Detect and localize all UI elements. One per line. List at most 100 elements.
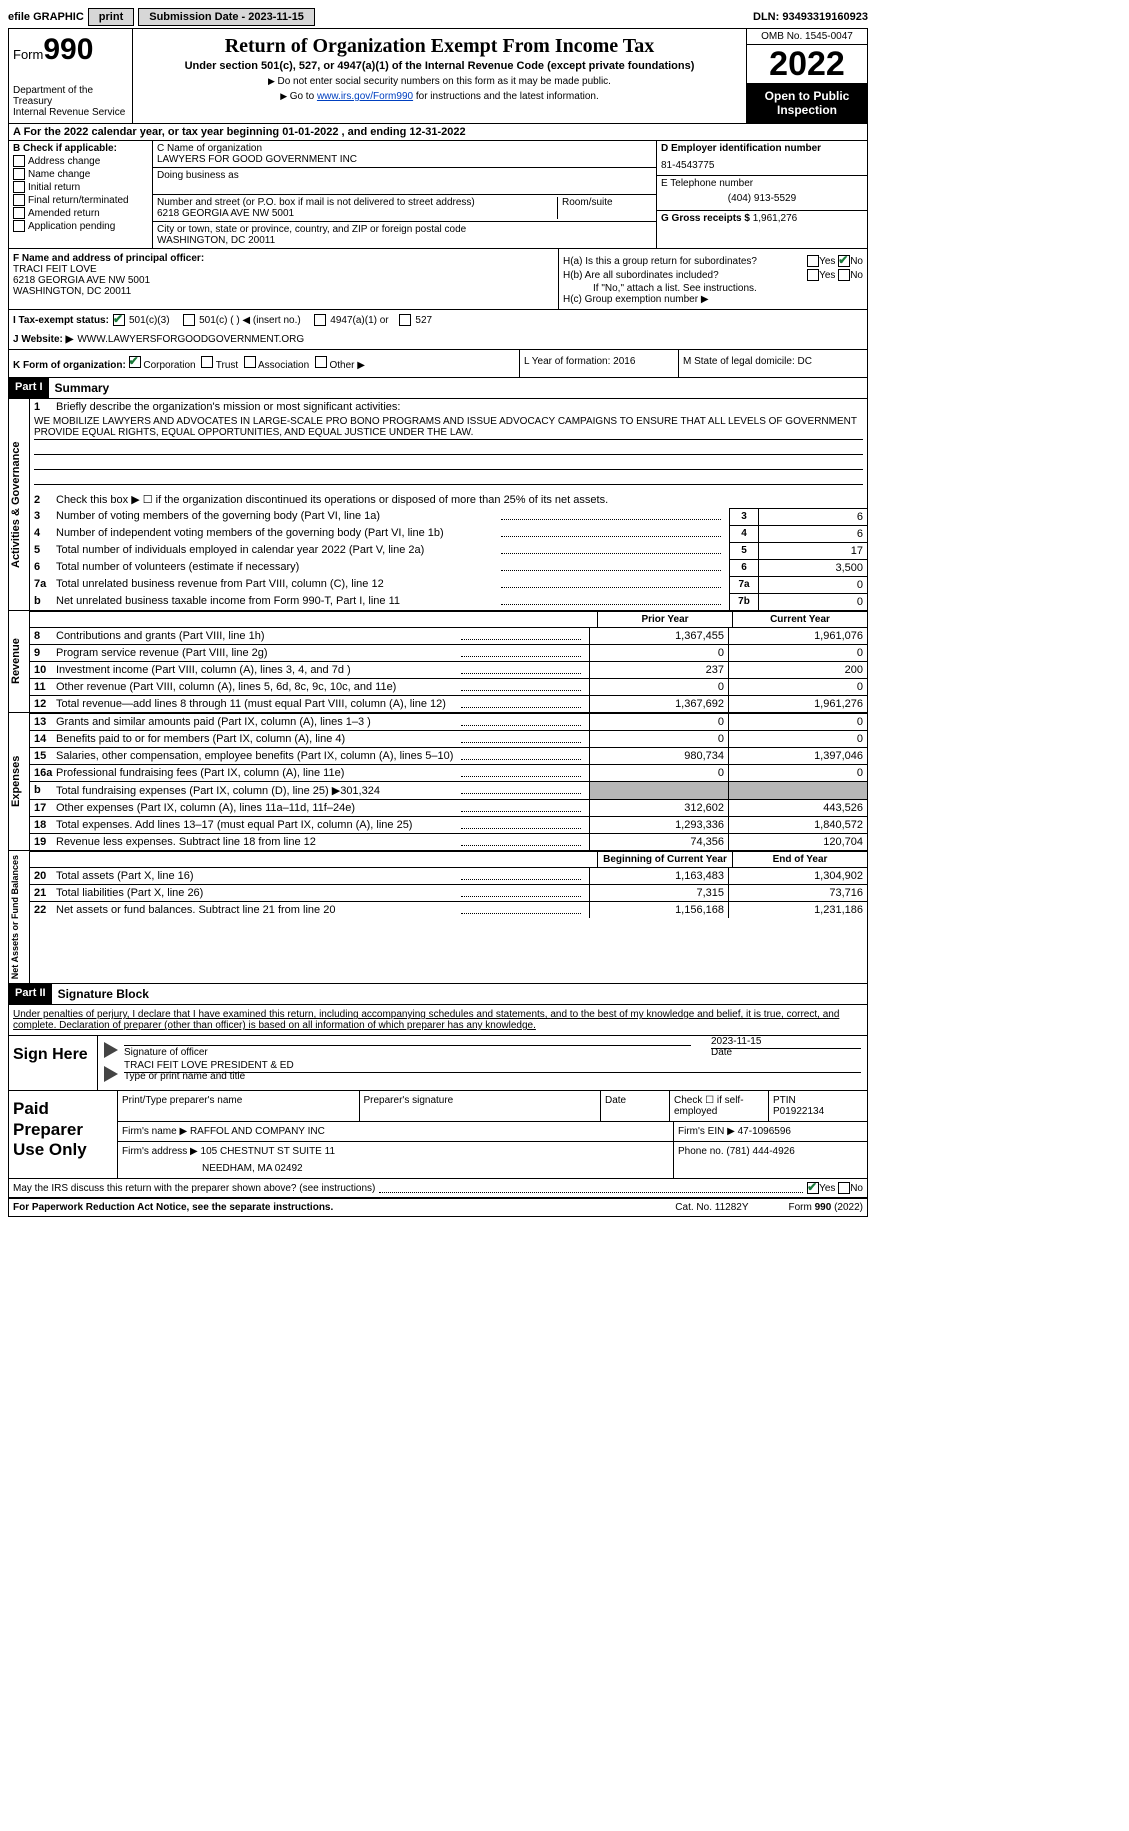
street-label: Number and street (or P.O. box if mail i… [157, 197, 553, 208]
line-21: 21Total liabilities (Part X, line 26) 7,… [30, 884, 867, 901]
ck-name[interactable] [13, 168, 25, 180]
line-9: 9Program service revenue (Part VIII, lin… [30, 644, 867, 661]
state-domicile: M State of legal domicile: DC [678, 350, 867, 377]
vlabel-netassets: Net Assets or Fund Balances [9, 851, 30, 983]
phone-label: E Telephone number [661, 178, 863, 189]
line-10: 10Investment income (Part VIII, column (… [30, 661, 867, 678]
ck-pending[interactable] [13, 220, 25, 232]
line-13: 13Grants and similar amounts paid (Part … [30, 713, 867, 730]
ck-other[interactable] [315, 356, 327, 368]
ha-label: H(a) Is this a group return for subordin… [563, 256, 807, 267]
submission-button[interactable]: Submission Date - 2023-11-15 [138, 8, 315, 26]
ck-initial[interactable] [13, 181, 25, 193]
line-b: b Net unrelated business taxable income … [30, 593, 867, 610]
activities-section: Activities & Governance 1Briefly describ… [8, 399, 868, 611]
gross-label: G Gross receipts $ [661, 213, 750, 224]
form-title: Return of Organization Exempt From Incom… [137, 35, 742, 58]
form-subtitle: Under section 501(c), 527, or 4947(a)(1)… [137, 60, 742, 72]
prep-name-lbl: Print/Type preparer's name [118, 1091, 360, 1121]
ck-address[interactable] [13, 155, 25, 167]
vlabel-activities: Activities & Governance [9, 399, 30, 610]
line-20: 20Total assets (Part X, line 16) 1,163,4… [30, 867, 867, 884]
firm-ein: Firm's EIN ▶ 47-1096596 [674, 1122, 867, 1141]
room-label: Room/suite [558, 197, 652, 219]
sig-date: 2023-11-15 Date [711, 1048, 861, 1058]
line-14: 14Benefits paid to or for members (Part … [30, 730, 867, 747]
line-b: bTotal fundraising expenses (Part IX, co… [30, 781, 867, 799]
part2-header: Part II Signature Block [8, 984, 868, 1005]
dln: DLN: 93493319160923 [753, 11, 868, 23]
print-button[interactable]: print [88, 8, 134, 26]
tax-year: 2022 [747, 45, 867, 83]
block-fh: F Name and address of principal officer:… [8, 249, 868, 310]
col-f: F Name and address of principal officer:… [9, 249, 559, 309]
sign-here-label: Sign Here [9, 1036, 98, 1090]
line-16a: 16aProfessional fundraising fees (Part I… [30, 764, 867, 781]
ha-no[interactable] [838, 255, 850, 267]
col-prior-year: Prior Year [597, 612, 732, 627]
h-note: If "No," attach a list. See instructions… [563, 283, 863, 294]
sign-here-block: Sign Here Signature of officer 2023-11-1… [8, 1036, 868, 1091]
ck-final[interactable] [13, 194, 25, 206]
omb: OMB No. 1545-0047 [747, 29, 867, 45]
discuss-row: May the IRS discuss this return with the… [8, 1179, 868, 1198]
line-22: 22Net assets or fund balances. Subtract … [30, 901, 867, 918]
col-b: B Check if applicable: Address change Na… [9, 141, 153, 248]
ck-trust[interactable] [201, 356, 213, 368]
sig-arrow-icon [104, 1042, 118, 1058]
col-c: C Name of organization LAWYERS FOR GOOD … [153, 141, 656, 248]
dba-label: Doing business as [157, 170, 652, 181]
discuss-yes[interactable] [807, 1182, 819, 1194]
line-4: 4 Number of independent voting members o… [30, 525, 867, 542]
line-11: 11Other revenue (Part VIII, column (A), … [30, 678, 867, 695]
revenue-section: Revenue Prior Year Current Year 8Contrib… [8, 611, 868, 713]
vlabel-expenses: Expenses [9, 713, 30, 850]
note-ssn: Do not enter social security numbers on … [137, 76, 742, 87]
prep-ptin: PTINP01922134 [769, 1091, 867, 1121]
open-to-public: Open to Public Inspection [747, 83, 867, 123]
city: WASHINGTON, DC 20011 [157, 235, 652, 246]
ck-assoc[interactable] [244, 356, 256, 368]
hb-yes[interactable] [807, 269, 819, 281]
prep-sig-lbl: Preparer's signature [360, 1091, 602, 1121]
discuss-no[interactable] [838, 1182, 850, 1194]
line-12: 12Total revenue—add lines 8 through 11 (… [30, 695, 867, 712]
irs-link[interactable]: www.irs.gov/Form990 [317, 91, 413, 102]
officer-name-line: TRACI FEIT LOVE PRESIDENT & ED Type or p… [124, 1072, 861, 1082]
line-6: 6 Total number of volunteers (estimate i… [30, 559, 867, 576]
line-15: 15Salaries, other compensation, employee… [30, 747, 867, 764]
city-label: City or town, state or province, country… [157, 224, 652, 235]
prep-title: Paid Preparer Use Only [9, 1091, 118, 1178]
row-a: A For the 2022 calendar year, or tax yea… [8, 123, 868, 140]
org-name: LAWYERS FOR GOOD GOVERNMENT INC [157, 154, 652, 165]
row-i: I Tax-exempt status: 501(c)(3) 501(c) ( … [8, 310, 868, 330]
col-de: D Employer identification number 81-4543… [656, 141, 867, 248]
ck-527[interactable] [399, 314, 411, 326]
org-name-label: C Name of organization [157, 143, 652, 154]
phone: (404) 913-5529 [661, 189, 863, 208]
hb-no[interactable] [838, 269, 850, 281]
street: 6218 GEORGIA AVE NW 5001 [157, 208, 553, 219]
col-end-year: End of Year [732, 852, 867, 867]
sig-intro: Under penalties of perjury, I declare th… [8, 1005, 868, 1036]
firm-addr: Firm's address ▶ 105 CHESTNUT ST SUITE 1… [118, 1142, 674, 1178]
line-19: 19Revenue less expenses. Subtract line 1… [30, 833, 867, 850]
prep-date-lbl: Date [601, 1091, 670, 1121]
form-ref: Form 990 (2022) [789, 1202, 864, 1213]
col-begin-year: Beginning of Current Year [597, 852, 732, 867]
hb-label: H(b) Are all subordinates included? [563, 270, 807, 281]
paid-preparer-block: Paid Preparer Use Only Print/Type prepar… [8, 1091, 868, 1179]
ck-501c[interactable] [183, 314, 195, 326]
ck-corp[interactable] [129, 356, 141, 368]
ck-4947[interactable] [314, 314, 326, 326]
row-k: K Form of organization: Corporation Trus… [8, 350, 868, 378]
sig-arrow-icon-2 [104, 1066, 118, 1082]
vlabel-revenue: Revenue [9, 611, 30, 712]
efile-label: efile GRAPHIC [8, 11, 84, 23]
colb-label: B Check if applicable: [13, 143, 148, 154]
ha-yes[interactable] [807, 255, 819, 267]
ein-label: D Employer identification number [661, 143, 863, 154]
ck-501c3[interactable] [113, 314, 125, 326]
ck-amended[interactable] [13, 207, 25, 219]
expenses-section: Expenses 13Grants and similar amounts pa… [8, 713, 868, 851]
